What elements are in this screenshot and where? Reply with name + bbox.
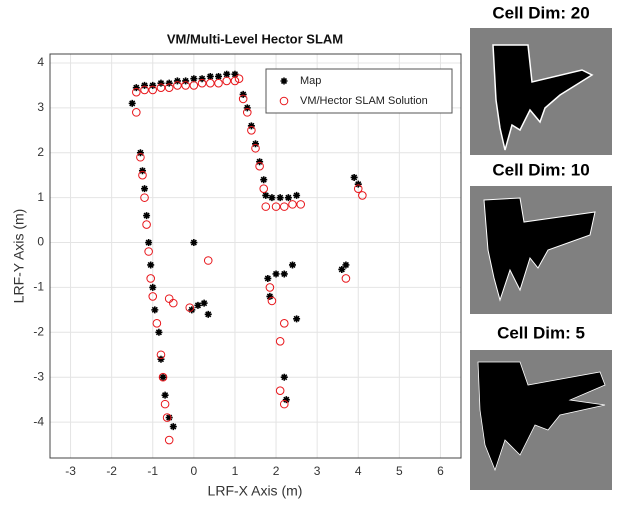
data-point <box>149 82 156 89</box>
data-point <box>139 167 146 174</box>
data-point <box>194 302 201 309</box>
data-point <box>266 293 273 300</box>
legend-label: Map <box>300 75 321 87</box>
data-point <box>277 194 284 201</box>
data-point <box>199 75 206 82</box>
data-point <box>264 275 271 282</box>
data-point <box>137 149 144 156</box>
data-point <box>351 174 358 181</box>
data-point <box>151 306 158 313</box>
data-point <box>289 261 296 268</box>
x-tick-label: 1 <box>232 464 239 478</box>
x-tick-label: 3 <box>314 464 321 478</box>
x-tick-label: 5 <box>396 464 403 478</box>
y-tick-label: 4 <box>37 55 44 69</box>
legend-label: VM/Hector SLAM Solution <box>300 95 428 107</box>
data-point <box>262 192 269 199</box>
data-point <box>166 414 173 421</box>
data-point <box>166 80 173 87</box>
y-tick-label: -4 <box>33 414 44 428</box>
data-point <box>133 84 140 91</box>
data-point <box>143 212 150 219</box>
data-point <box>285 194 292 201</box>
data-point <box>283 396 290 403</box>
data-point <box>145 239 152 246</box>
figure: VM/Multi-Level Hector SLAM LRF-X Axis (m… <box>0 0 619 506</box>
data-point <box>149 284 156 291</box>
x-tick-label: 6 <box>437 464 444 478</box>
data-point <box>162 392 169 399</box>
panel-title: Cell Dim: 5 <box>497 323 585 342</box>
data-point <box>281 374 288 381</box>
y-tick-label: 2 <box>37 145 44 159</box>
y-axis-label: LRF-Y Axis (m) <box>11 209 27 304</box>
x-tick-label: -2 <box>106 464 117 478</box>
data-point <box>205 311 212 318</box>
data-point <box>174 77 181 84</box>
x-tick-label: 2 <box>273 464 280 478</box>
y-tick-label: 0 <box>37 235 44 249</box>
y-tick-label: 1 <box>37 190 44 204</box>
data-point <box>293 315 300 322</box>
x-tick-label: 0 <box>191 464 198 478</box>
data-point <box>182 77 189 84</box>
map-panels: Cell Dim: 20 Cell Dim: 10 Cell Dim: 5 <box>470 3 612 490</box>
data-point <box>157 80 164 87</box>
y-tick-label: 3 <box>37 100 44 114</box>
data-point <box>342 261 349 268</box>
data-point <box>268 194 275 201</box>
panel-title: Cell Dim: 10 <box>492 160 589 179</box>
data-point <box>252 140 259 147</box>
panel-title: Cell Dim: 20 <box>492 3 589 22</box>
data-point <box>355 181 362 188</box>
y-tick-label: -2 <box>33 324 44 338</box>
data-point <box>201 300 208 307</box>
y-tick-label: -1 <box>33 280 44 294</box>
x-tick-label: 4 <box>355 464 362 478</box>
data-point <box>188 306 195 313</box>
data-point <box>244 104 251 111</box>
data-point <box>141 185 148 192</box>
data-point <box>155 329 162 336</box>
data-point <box>248 122 255 129</box>
data-point <box>281 270 288 277</box>
data-point <box>260 176 267 183</box>
data-point <box>190 239 197 246</box>
data-point <box>147 261 154 268</box>
data-point <box>273 270 280 277</box>
data-point <box>129 100 136 107</box>
data-point <box>240 91 247 98</box>
x-tick-label: -1 <box>147 464 158 478</box>
x-axis-label: LRF-X Axis (m) <box>208 483 303 499</box>
data-point <box>157 356 164 363</box>
data-point <box>170 423 177 430</box>
x-tick-label: -3 <box>65 464 76 478</box>
chart-title: VM/Multi-Level Hector SLAM <box>167 31 343 46</box>
y-tick-label: -3 <box>33 369 44 383</box>
legend-marker <box>281 78 288 85</box>
data-point <box>256 158 263 165</box>
data-point <box>141 82 148 89</box>
data-point <box>293 192 300 199</box>
